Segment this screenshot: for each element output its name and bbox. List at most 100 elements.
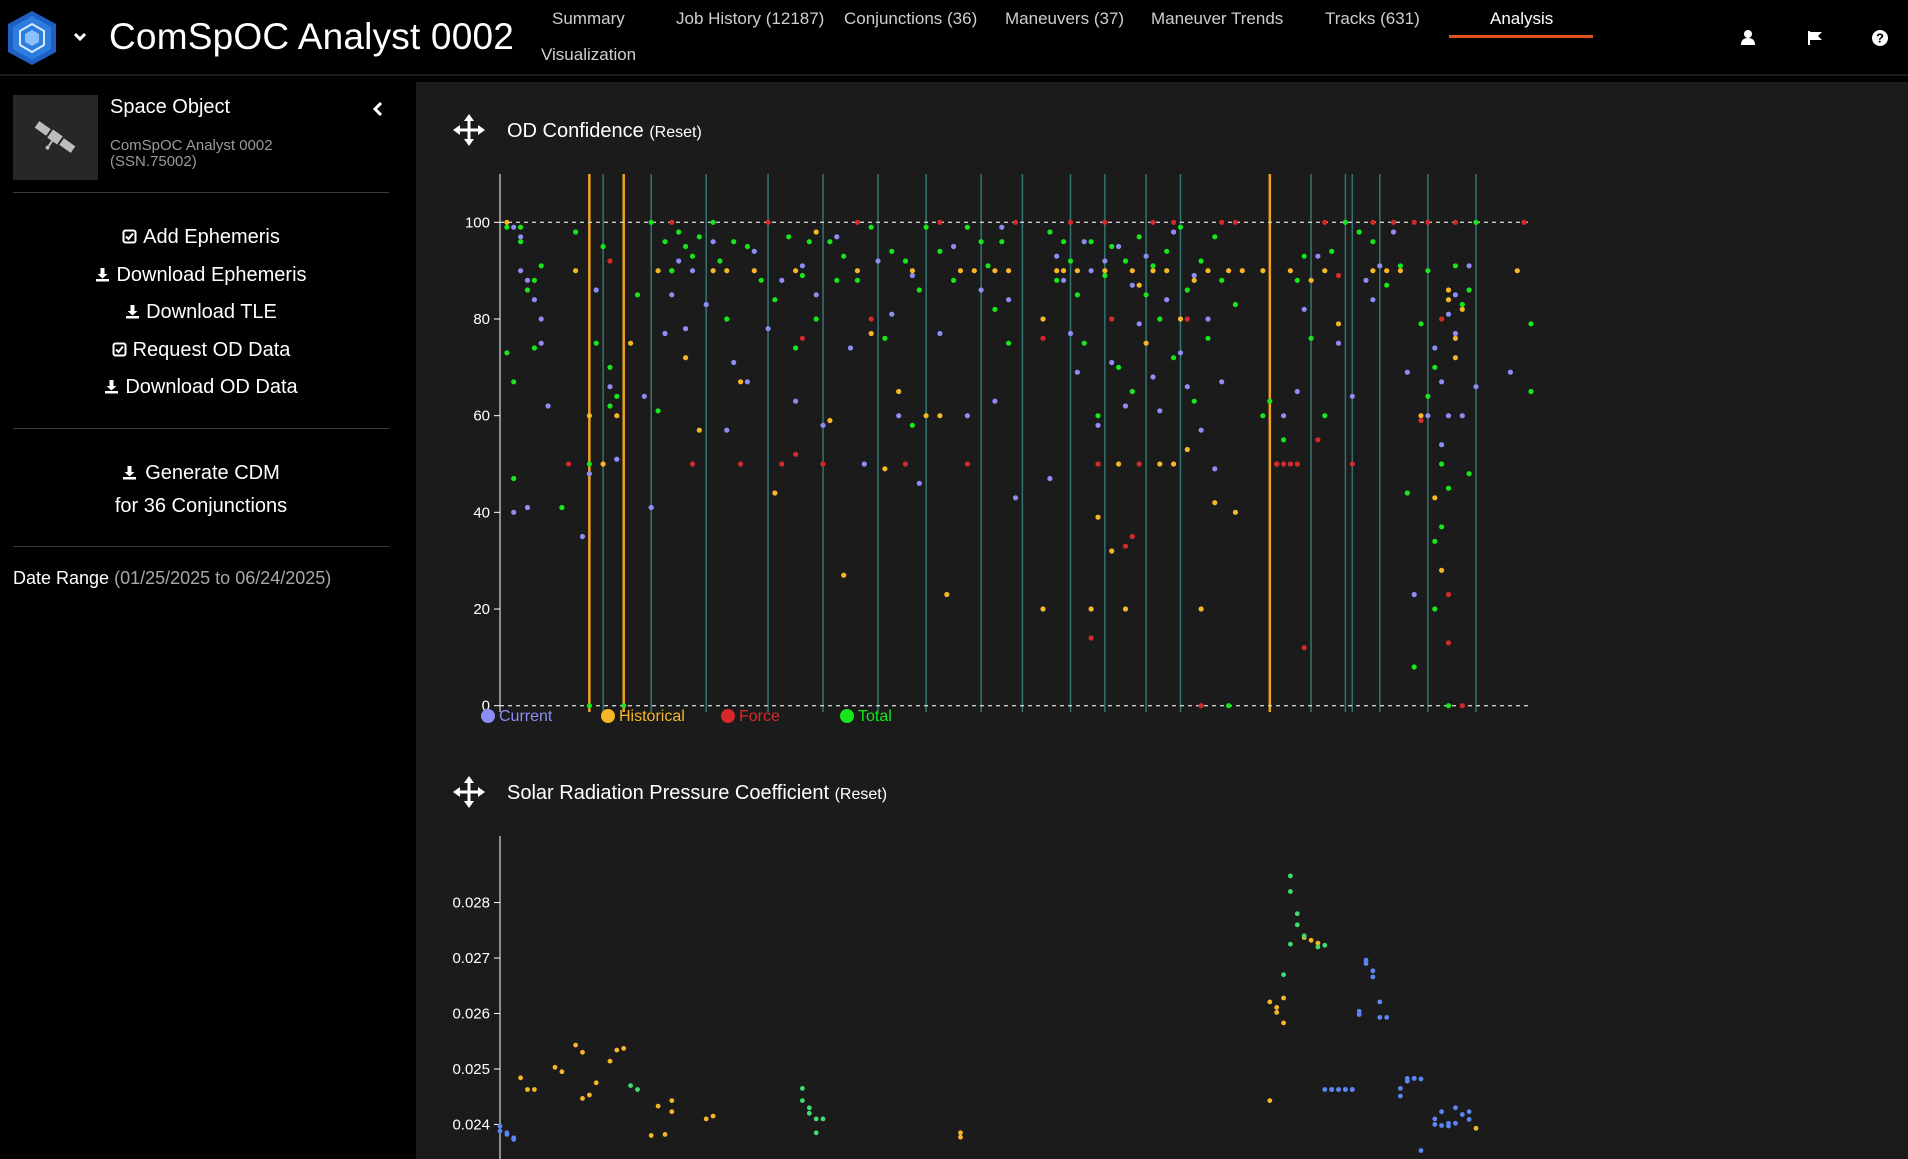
point-total	[916, 287, 922, 293]
tab-visualization[interactable]: Visualization	[541, 45, 637, 64]
download-od-data-button[interactable]: Download OD Data	[13, 376, 389, 399]
point-total	[614, 393, 620, 399]
flag-icon[interactable]	[1805, 28, 1825, 48]
point-current	[497, 1128, 503, 1134]
user-icon[interactable]	[1738, 28, 1758, 48]
point-total	[1294, 922, 1300, 928]
point-total	[1081, 340, 1087, 346]
request-od-data-button[interactable]: Request OD Data	[13, 339, 389, 362]
point-total	[1445, 703, 1452, 709]
srp-chart[interactable]: 0.024 0.025 0.026 0.027 0.028	[416, 836, 1536, 1159]
move-icon[interactable]	[452, 113, 486, 147]
point-historical	[1150, 268, 1156, 274]
point-force	[868, 316, 874, 322]
tab-conjunctions[interactable]: Conjunctions (36)	[844, 9, 978, 28]
point-total	[635, 1087, 640, 1092]
generate-cdm-button[interactable]: Generate CDM for 36 Conjunctions	[13, 457, 389, 523]
legend-historical[interactable]: Historical	[601, 708, 685, 726]
point-total	[676, 229, 682, 235]
point-current	[1445, 311, 1452, 317]
point-total	[951, 277, 957, 283]
point-current	[1398, 1086, 1403, 1091]
point-force	[1067, 219, 1074, 225]
point-historical	[683, 355, 689, 361]
collapse-sidebar-icon[interactable]	[370, 100, 386, 118]
legend-current-label: Current	[499, 708, 553, 725]
point-total	[1205, 335, 1211, 341]
point-total	[800, 1086, 805, 1091]
point-total	[724, 316, 730, 322]
point-total	[1397, 263, 1403, 269]
point-historical	[909, 268, 915, 274]
point-total	[1432, 606, 1438, 612]
legend-total-label: Total	[858, 708, 892, 725]
point-historical	[573, 1042, 578, 1048]
point-total	[1136, 234, 1142, 240]
point-total	[744, 243, 750, 250]
point-current	[889, 311, 895, 317]
point-total	[1191, 398, 1197, 404]
add-ephemeris-button[interactable]: Add Ephemeris	[13, 226, 389, 249]
tab-maneuvers[interactable]: Maneuvers (37)	[1005, 9, 1125, 28]
point-historical	[1260, 268, 1266, 274]
srp-reset-link[interactable]: (Reset)	[834, 786, 888, 803]
download-tle-button[interactable]: Download TLE	[13, 301, 389, 324]
point-current	[1109, 359, 1115, 366]
point-current	[545, 403, 551, 409]
download-ephemeris-button[interactable]: Download Ephemeris	[13, 264, 389, 287]
point-total	[834, 277, 840, 283]
point-total	[882, 335, 888, 341]
y-tick-label: 40	[473, 504, 490, 521]
point-historical	[628, 340, 634, 346]
point-force	[1445, 640, 1452, 646]
point-historical	[1267, 1098, 1273, 1103]
tab-analysis[interactable]: Analysis	[1490, 9, 1554, 28]
object-ssn: (SSN.75002)	[110, 153, 197, 170]
point-historical	[1445, 297, 1452, 303]
help-icon[interactable]: ?	[1870, 28, 1890, 48]
point-current	[1370, 974, 1376, 980]
comspoc-logo-icon[interactable]	[6, 10, 58, 66]
od-confidence-reset-link[interactable]: (Reset)	[649, 124, 702, 141]
point-historical	[1102, 268, 1108, 274]
legend-force[interactable]: Force	[721, 708, 780, 726]
chevron-down-icon[interactable]	[72, 30, 88, 44]
od-confidence-chart[interactable]: 020406080100Jan 26Feb 9Feb 23Mar 9Mar 23…	[416, 172, 1536, 712]
tab-tracks[interactable]: Tracks (631)	[1325, 9, 1420, 28]
point-historical	[1109, 548, 1115, 554]
point-historical	[593, 1080, 599, 1086]
point-historical	[1205, 268, 1211, 274]
point-historical	[1281, 995, 1286, 1001]
point-current	[779, 277, 785, 283]
move-icon[interactable]	[452, 775, 486, 809]
point-current	[1473, 384, 1479, 390]
point-total	[806, 1105, 812, 1111]
point-current	[793, 398, 799, 404]
y-tick-label: 100	[465, 214, 490, 231]
point-current	[1452, 330, 1458, 337]
point-total	[813, 1130, 819, 1136]
point-total	[793, 345, 799, 351]
tab-summary[interactable]: Summary	[552, 9, 625, 28]
point-current	[1356, 1012, 1362, 1017]
point-historical	[724, 268, 730, 274]
point-current	[1466, 1117, 1472, 1122]
point-current	[1095, 422, 1101, 428]
point-total	[531, 277, 537, 283]
tab-maneuver-trends[interactable]: Maneuver Trends	[1151, 9, 1284, 28]
point-total	[1226, 703, 1232, 709]
tab-job-history[interactable]: Job History (12187)	[676, 9, 825, 28]
point-total	[1067, 258, 1074, 264]
legend-total[interactable]: Total	[840, 708, 892, 726]
legend-current[interactable]: Current	[481, 708, 552, 726]
point-current	[648, 504, 654, 511]
point-total	[1445, 485, 1452, 491]
point-historical	[1514, 268, 1520, 274]
point-historical	[1136, 282, 1142, 288]
point-current	[1459, 413, 1465, 419]
point-historical	[1335, 321, 1342, 327]
legend-historical-swatch	[601, 709, 615, 723]
request-od-data-label: Request OD Data	[132, 339, 291, 361]
point-current	[1116, 243, 1122, 250]
point-historical	[1397, 268, 1403, 274]
